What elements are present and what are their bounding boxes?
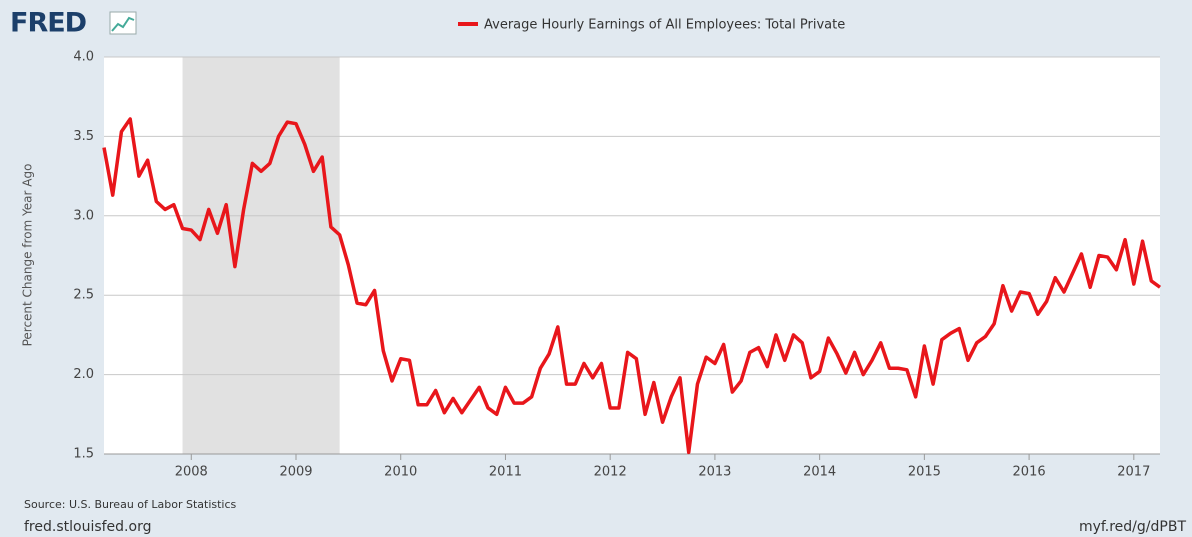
source: Source: U.S. Bureau of Labor Statistics bbox=[24, 498, 237, 511]
x-tick-label: 2015 bbox=[908, 465, 941, 480]
x-tick-label: 2010 bbox=[384, 465, 417, 480]
x-tick-label: 2011 bbox=[489, 465, 522, 480]
recession-shade bbox=[182, 57, 340, 454]
short-url: myf.red/g/dPBT bbox=[1079, 519, 1186, 535]
x-tick-label: 2013 bbox=[698, 465, 731, 480]
x-tick-label: 2017 bbox=[1117, 465, 1150, 480]
x-tick-label: 2009 bbox=[279, 465, 312, 480]
y-tick-label: 3.5 bbox=[73, 129, 94, 144]
y-tick-label: 2.5 bbox=[73, 288, 94, 303]
x-tick-label: 2016 bbox=[1013, 465, 1046, 480]
y-tick-label: 2.0 bbox=[73, 367, 94, 382]
x-tick-label: 2012 bbox=[594, 465, 627, 480]
y-axis-label: Percent Change from Year Ago bbox=[21, 164, 35, 347]
logo-icon bbox=[109, 11, 137, 35]
y-tick-label: 3.0 bbox=[73, 208, 94, 223]
x-tick-label: 2008 bbox=[175, 465, 208, 480]
legend-label: Average Hourly Earnings of All Employees… bbox=[484, 18, 845, 33]
y-tick-label: 1.5 bbox=[73, 447, 94, 462]
site: fred.stlouisfed.org bbox=[24, 519, 151, 535]
y-tick-label: 4.0 bbox=[73, 50, 94, 65]
logo: FRED bbox=[10, 8, 86, 39]
x-tick-label: 2014 bbox=[803, 465, 836, 480]
line-series bbox=[102, 117, 1162, 455]
